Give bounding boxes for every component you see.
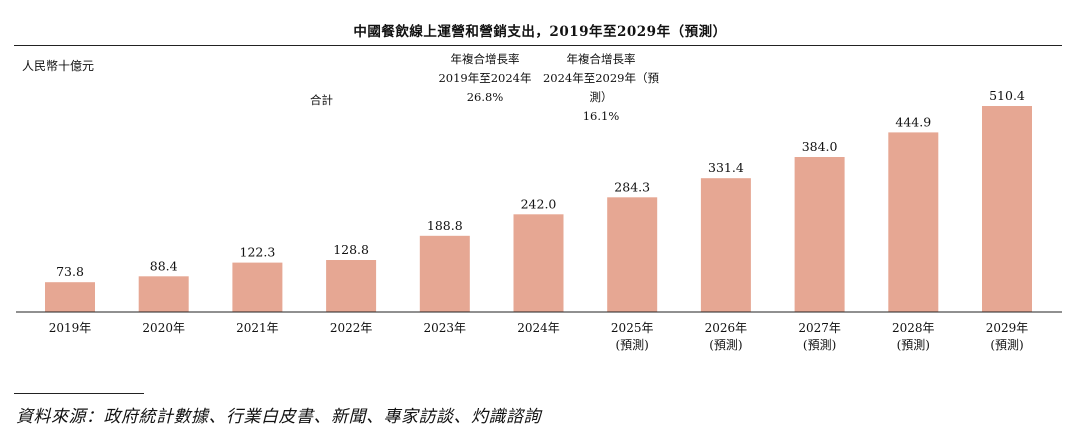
forecast-note: (預測)	[803, 338, 836, 352]
category-label: 2021年	[236, 321, 279, 335]
cagr-period-1: 2019年至2024年	[438, 71, 532, 85]
cagr-row-label: 合計	[310, 93, 333, 107]
cagr-heading-2: 年複合增長率	[566, 52, 636, 66]
chart-title: 中國餐飲線上運營和營銷支出，2019年至2029年（預測）	[353, 24, 727, 40]
bar-2029年	[982, 106, 1032, 312]
value-label: 444.9	[895, 114, 931, 129]
category-label: 2022年	[330, 321, 373, 335]
category-label: 2025年	[611, 321, 654, 335]
bar-2021年	[232, 262, 283, 312]
value-label: 510.4	[989, 88, 1025, 103]
bar-2028年	[888, 132, 939, 312]
value-label: 128.8	[333, 242, 369, 257]
title-divider	[14, 45, 1062, 46]
category-label: 2026年	[705, 321, 748, 335]
cagr-value-1: 26.8%	[466, 90, 504, 104]
value-label: 188.8	[427, 218, 463, 233]
value-label: 331.4	[708, 160, 744, 175]
value-label: 242.0	[521, 196, 557, 211]
cagr-heading-1: 年複合增長率	[450, 52, 520, 66]
value-label: 384.0	[802, 139, 838, 154]
category-label: 2019年	[49, 321, 92, 335]
source-note: 資料來源：政府統計數據、行業白皮書、新聞、專家訪談、灼識諮詢	[16, 407, 541, 427]
value-label: 88.4	[150, 258, 178, 273]
bar-2026年	[700, 178, 751, 312]
value-label: 122.3	[240, 245, 276, 260]
cagr-column-2: 年複合增長率 2024年至2029年（預測） 16.1%	[536, 50, 666, 126]
forecast-note: (預測)	[709, 338, 742, 352]
bar-2020年	[138, 276, 189, 312]
forecast-note: (預測)	[897, 338, 930, 352]
bar-2022年	[326, 260, 377, 312]
bar-chart: 73.8 2019年 88.4 2020年 122.3 2021年 128.8 2022年 18…	[16, 88, 1062, 352]
category-label: 2024年	[517, 321, 560, 335]
category-label: 2028年	[892, 321, 935, 335]
forecast-note: (預測)	[616, 338, 649, 352]
cagr-column-1: 年複合增長率 2019年至2024年 26.8%	[430, 50, 540, 107]
category-label: 2020年	[142, 321, 185, 335]
cagr-value-2: 16.1%	[582, 109, 620, 123]
bar-2023年	[419, 235, 470, 312]
value-label: 284.3	[614, 179, 650, 194]
category-label: 2023年	[424, 321, 467, 335]
value-label: 73.8	[56, 264, 84, 279]
category-label: 2029年	[986, 321, 1029, 335]
bar-2027年	[794, 157, 845, 312]
bar-2025年	[607, 197, 658, 312]
source-divider	[14, 393, 144, 394]
unit-label: 人民幣十億元	[22, 59, 95, 73]
bar-2019年	[45, 282, 95, 312]
category-label: 2027年	[798, 321, 841, 335]
bar-2024年	[513, 214, 564, 312]
forecast-note: (預測)	[990, 338, 1023, 352]
cagr-period-2: 2024年至2029年（預測）	[542, 71, 660, 104]
